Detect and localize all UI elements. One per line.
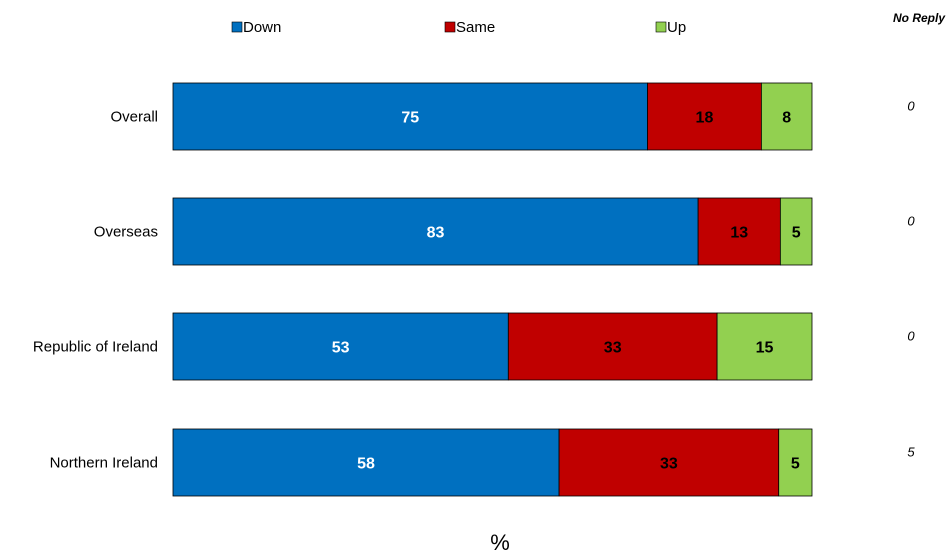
no-reply-value: 0 xyxy=(907,214,915,229)
bar-segment-same xyxy=(697,197,781,266)
legend: Down Same Up xyxy=(231,19,686,36)
no-reply-value: 0 xyxy=(907,329,915,344)
category-label: Overall xyxy=(110,109,158,126)
data-label-same: 18 xyxy=(696,110,714,127)
category-label: Republic of Ireland xyxy=(33,339,158,356)
data-label-up: 15 xyxy=(756,340,774,357)
x-axis-label: % xyxy=(490,530,510,555)
legend-label-same: Same xyxy=(456,19,495,36)
bar-segment-same xyxy=(507,312,718,381)
no-reply-value: 0 xyxy=(907,99,915,114)
bar-row-republic-of-ireland: Republic of Ireland 53 33 15 0 xyxy=(33,312,915,381)
bar-segment-up xyxy=(716,312,813,381)
legend-swatch-up xyxy=(655,21,667,33)
legend-item-same: Same xyxy=(444,19,495,36)
data-label-down: 58 xyxy=(357,456,375,473)
bar-segment-up xyxy=(760,82,813,151)
bar-row-overseas: Overseas 83 13 5 0 xyxy=(94,197,915,266)
category-label: Northern Ireland xyxy=(50,455,158,472)
bar-segment-down xyxy=(172,82,648,151)
bar-segment-down xyxy=(172,428,560,497)
data-label-same: 33 xyxy=(660,456,678,473)
data-label-down: 53 xyxy=(332,340,350,357)
category-label: Overseas xyxy=(94,224,158,241)
data-label-up: 5 xyxy=(791,456,800,473)
bar-segment-up xyxy=(778,428,813,497)
data-label-same: 13 xyxy=(730,225,748,242)
data-label-up: 5 xyxy=(792,225,801,242)
no-reply-header: No Reply xyxy=(893,11,946,25)
data-label-down: 83 xyxy=(427,225,445,242)
data-label-up: 8 xyxy=(782,110,791,127)
bar-segment-down xyxy=(172,312,509,381)
legend-label-up: Up xyxy=(667,19,686,36)
legend-label-down: Down xyxy=(243,19,281,36)
bar-row-overall: Overall 75 18 8 0 xyxy=(110,82,915,151)
legend-item-up: Up xyxy=(655,19,686,36)
data-label-down: 75 xyxy=(401,110,419,127)
bar-row-northern-ireland: Northern Ireland 58 33 5 5 xyxy=(50,428,915,497)
legend-swatch-down xyxy=(231,21,243,33)
data-label-same: 33 xyxy=(604,340,622,357)
bar-segment-down xyxy=(172,197,699,266)
bar-segment-up xyxy=(779,197,813,266)
bar-segment-same xyxy=(647,82,762,151)
no-reply-value: 5 xyxy=(907,445,915,460)
legend-item-down: Down xyxy=(231,19,281,36)
legend-swatch-same xyxy=(444,21,456,33)
